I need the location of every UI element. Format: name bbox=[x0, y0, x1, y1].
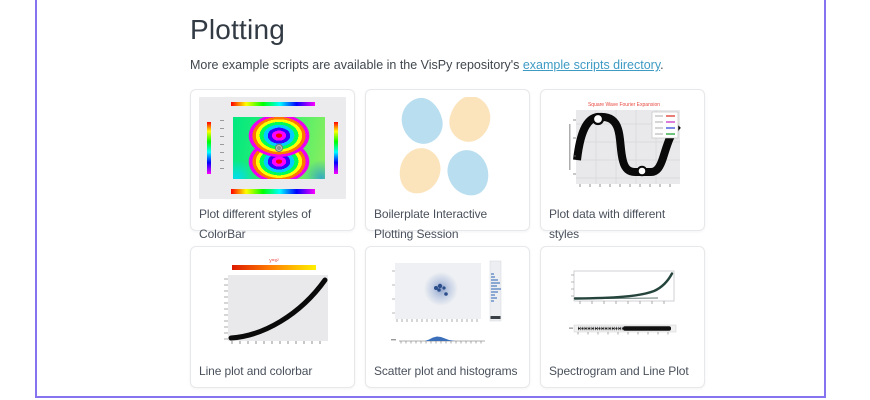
example-scripts-directory-link[interactable]: example scripts directory bbox=[522, 58, 661, 72]
blue-blob bbox=[442, 145, 493, 199]
card-colorbar-styles[interactable]: Plot different styles of ColorBar bbox=[190, 89, 355, 241]
card-boilerplate-session[interactable]: Boilerplate Interactive Plotting Session bbox=[365, 89, 530, 241]
spectrogram-strip bbox=[568, 324, 676, 335]
blue-blob bbox=[396, 97, 447, 149]
card-label: Plot data with different styles bbox=[549, 207, 666, 241]
card-scatter-histograms[interactable]: Scatter plot and histograms bbox=[365, 246, 530, 388]
vertical-histogram bbox=[489, 260, 501, 322]
peach-blob bbox=[394, 143, 445, 199]
card-label: Scatter plot and histograms bbox=[374, 364, 518, 378]
colorbar-styles-thumbnail bbox=[199, 97, 346, 199]
intro-text: More example scripts are available in th… bbox=[190, 57, 730, 73]
square-wave-thumbnail: Square Wave Fourier Expansion bbox=[549, 97, 696, 199]
card-label: Boilerplate Interactive Plotting Session bbox=[374, 207, 488, 241]
line-colorbar-thumbnail: y=x² bbox=[199, 254, 346, 356]
axis-ticks bbox=[220, 119, 224, 176]
card-label: Plot different styles of ColorBar bbox=[199, 207, 312, 241]
plot-title: Square Wave Fourier Expansion bbox=[587, 102, 659, 108]
line-plot-curve bbox=[573, 272, 673, 300]
card-spectrogram-lineplot[interactable]: Spectrogram and Line Plot bbox=[540, 246, 705, 388]
page-title: Plotting bbox=[190, 14, 285, 45]
spectrogram-thumbnail bbox=[549, 254, 696, 356]
peach-blob bbox=[444, 97, 495, 147]
horizontal-histogram bbox=[390, 336, 485, 344]
hsv-phase-image bbox=[233, 116, 325, 179]
vertical-colorbar-left bbox=[207, 121, 211, 174]
scatter-histograms-thumbnail bbox=[374, 254, 521, 356]
horizontal-colorbar-bottom bbox=[230, 189, 315, 194]
card-plot-styles[interactable]: Square Wave Fourier Expansion bbox=[540, 89, 705, 241]
main-content: Plotting More example scripts are availa… bbox=[190, 12, 730, 388]
intro-text-after: . bbox=[660, 58, 664, 72]
card-line-colorbar[interactable]: y=x² bbox=[190, 246, 355, 388]
horizontal-colorbar-top bbox=[230, 102, 315, 106]
plot-title: y=x² bbox=[269, 258, 279, 264]
card-label: Line plot and colorbar bbox=[199, 364, 313, 378]
intro-text-before: More example scripts are available in th… bbox=[190, 58, 523, 72]
y-axis-label bbox=[568, 124, 570, 170]
example-gallery: Plot different styles of ColorBar Boiler… bbox=[190, 89, 730, 388]
vertical-colorbar-right bbox=[334, 121, 338, 174]
four-blobs-thumbnail bbox=[374, 97, 521, 199]
card-label: Spectrogram and Line Plot bbox=[549, 364, 689, 378]
autumn-colorbar bbox=[231, 265, 316, 270]
